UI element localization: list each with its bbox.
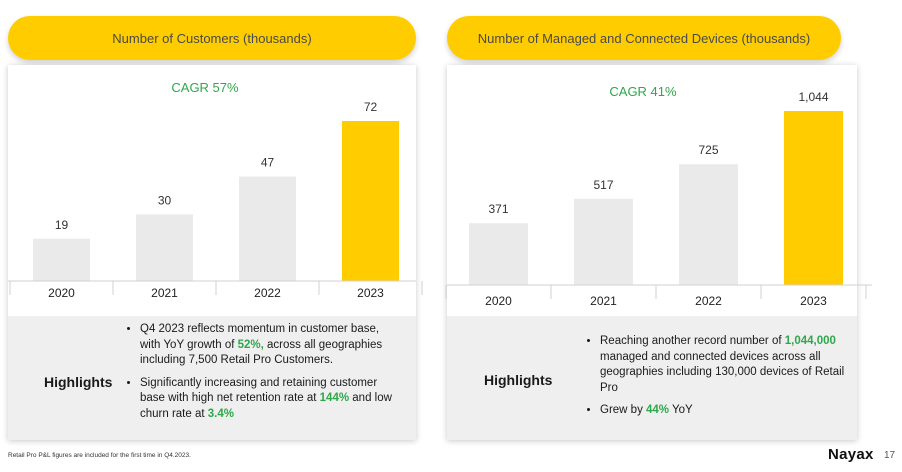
bar-2021 xyxy=(136,214,193,281)
bar-2020 xyxy=(33,238,90,281)
bar-2021 xyxy=(574,198,633,285)
data-label-2021: 517 xyxy=(593,178,613,192)
data-label-2023: 1,044 xyxy=(798,90,828,104)
bar-2023 xyxy=(342,121,399,281)
customers-highlights-list: Q4 2023 reflects momentum in customer ba… xyxy=(124,322,402,429)
data-label-2020: 19 xyxy=(55,218,69,232)
customers-title: Number of Customers (thousands) xyxy=(112,30,312,46)
devices-bullet-2: Grew by 44% YoY xyxy=(600,403,862,419)
tick-label-2022: 2022 xyxy=(695,294,722,308)
data-label-2023: 72 xyxy=(364,100,378,114)
data-label-2021: 30 xyxy=(158,193,172,207)
devices-bar-chart: 371 2020 517 2021 725 2022 1,044 2023 xyxy=(445,90,872,308)
bar-2020 xyxy=(469,223,528,285)
devices-title: Number of Managed and Connected Devices … xyxy=(477,30,811,46)
devices-cagr: CAGR 41% xyxy=(609,84,677,99)
customers-title-pill: Number of Customers (thousands) xyxy=(8,16,416,60)
data-label-2022: 725 xyxy=(698,143,718,157)
tick-label-2022: 2022 xyxy=(254,286,281,300)
data-label-2022: 47 xyxy=(261,156,275,170)
tick-label-2020: 2020 xyxy=(485,294,512,308)
bar-2022 xyxy=(239,176,296,281)
customers-highlights-title: Highlights xyxy=(44,374,113,390)
data-label-2020: 371 xyxy=(488,202,508,216)
customers-bar-chart: 19 2020 30 2021 47 2022 72 2023 xyxy=(8,100,423,300)
customers-cagr: CAGR 57% xyxy=(171,80,239,95)
footnote: Retail Pro P&L figures are included for … xyxy=(8,452,191,459)
devices-highlights-box xyxy=(447,316,857,440)
bar-2022 xyxy=(679,164,738,285)
devices-title-pill: Number of Managed and Connected Devices … xyxy=(447,16,841,60)
customers-highlights-box xyxy=(8,316,416,440)
bar-2023 xyxy=(784,111,843,285)
devices-highlights-list: Reaching another record number of 1,044,… xyxy=(584,334,862,426)
tick-label-2023: 2023 xyxy=(800,294,827,308)
tick-label-2021: 2021 xyxy=(590,294,617,308)
devices-bullet-1: Reaching another record number of 1,044,… xyxy=(600,334,862,396)
tick-label-2021: 2021 xyxy=(151,286,178,300)
nayax-logo: Nayax xyxy=(828,446,874,463)
devices-highlights-title: Highlights xyxy=(484,372,553,388)
customers-bullet-2: Significantly increasing and retaining c… xyxy=(140,376,402,423)
page-number: 17 xyxy=(884,450,896,461)
tick-label-2023: 2023 xyxy=(357,286,384,300)
tick-label-2020: 2020 xyxy=(48,286,75,300)
customers-bullet-1: Q4 2023 reflects momentum in customer ba… xyxy=(140,322,402,369)
